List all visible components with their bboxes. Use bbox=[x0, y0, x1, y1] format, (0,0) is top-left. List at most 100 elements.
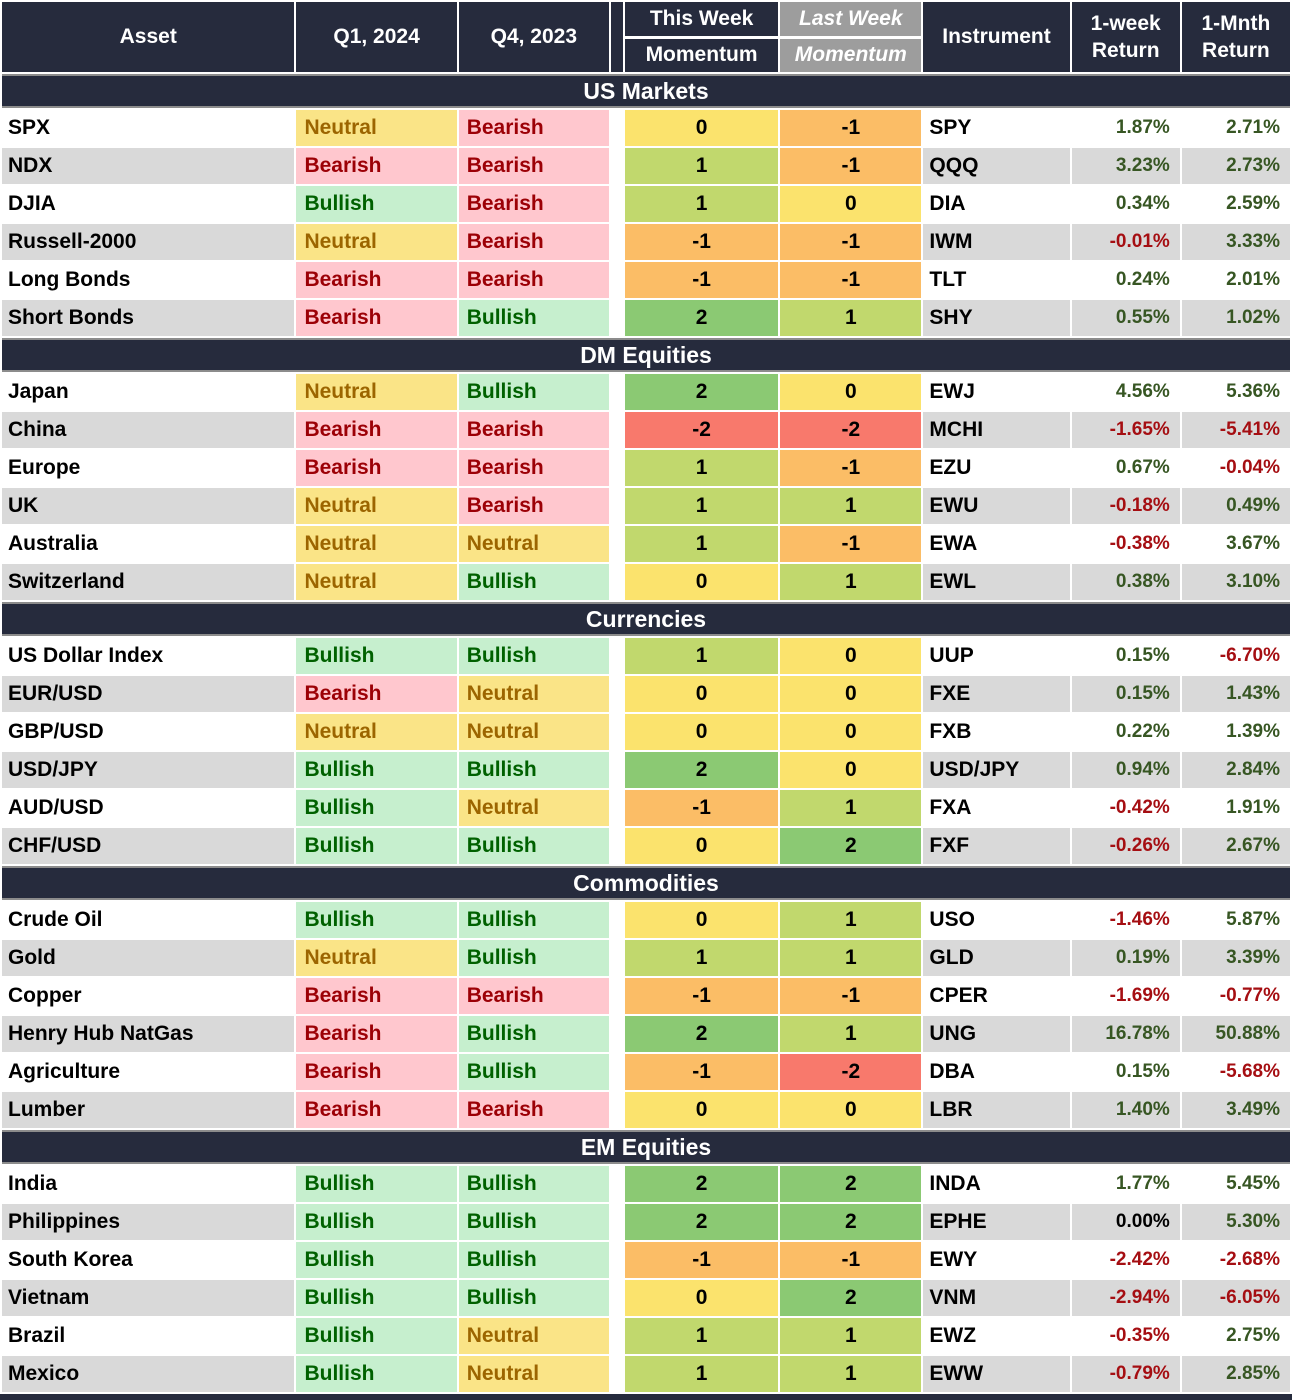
asset-cell: Gold bbox=[2, 940, 295, 976]
q1-rating-cell: Bullish bbox=[296, 902, 457, 938]
instrument-cell: SHY bbox=[923, 300, 1070, 336]
week-return-cell: 0.34% bbox=[1071, 186, 1180, 222]
q4-rating-cell: Bearish bbox=[458, 186, 609, 222]
column-divider bbox=[610, 374, 623, 410]
column-divider bbox=[610, 262, 623, 298]
section-header: US Markets bbox=[2, 74, 1290, 108]
col-this-week-momentum: This Week Momentum bbox=[624, 2, 779, 72]
asset-cell: Philippines bbox=[2, 1204, 295, 1240]
column-divider bbox=[610, 488, 623, 524]
q1-rating-cell: Bearish bbox=[296, 676, 457, 712]
q4-rating-cell: Bullish bbox=[458, 940, 609, 976]
instrument-cell: LBR bbox=[923, 1092, 1070, 1128]
last-week-momentum-cell: -1 bbox=[780, 450, 922, 486]
column-divider bbox=[610, 1280, 623, 1316]
table-body: US Markets SPX Neutral Bearish 0 -1 SPY 1.87% 2.… bbox=[2, 74, 1290, 1392]
table-row: DJIA Bullish Bearish 1 0 DIA 0.34% 2.59% bbox=[2, 186, 1290, 222]
month-return-cell: 2.59% bbox=[1181, 186, 1290, 222]
asset-cell: Russell-2000 bbox=[2, 224, 295, 260]
month-return-cell: -0.77% bbox=[1181, 978, 1290, 1014]
asset-cell: Short Bonds bbox=[2, 300, 295, 336]
this-week-momentum-cell: -1 bbox=[624, 1242, 779, 1278]
week-return-cell: 0.22% bbox=[1071, 714, 1180, 750]
column-divider bbox=[610, 1092, 623, 1128]
q1-rating-cell: Bullish bbox=[296, 1242, 457, 1278]
this-week-momentum-cell: 0 bbox=[624, 676, 779, 712]
instrument-cell: IWM bbox=[923, 224, 1070, 260]
this-week-momentum-cell: 0 bbox=[624, 110, 779, 146]
q1-rating-cell: Bearish bbox=[296, 148, 457, 184]
last-week-momentum-cell: 0 bbox=[780, 638, 922, 674]
q4-rating-cell: Neutral bbox=[458, 676, 609, 712]
instrument-cell: EWJ bbox=[923, 374, 1070, 410]
q1-rating-cell: Bullish bbox=[296, 1204, 457, 1240]
section-band-row: Commodities bbox=[2, 866, 1290, 900]
instrument-cell: USO bbox=[923, 902, 1070, 938]
instrument-cell: EWU bbox=[923, 488, 1070, 524]
instrument-cell: EPHE bbox=[923, 1204, 1070, 1240]
column-divider bbox=[610, 1204, 623, 1240]
q1-rating-cell: Neutral bbox=[296, 488, 457, 524]
this-week-momentum-cell: 0 bbox=[624, 1280, 779, 1316]
table-row: India Bullish Bullish 2 2 INDA 1.77% 5.45% bbox=[2, 1166, 1290, 1202]
column-divider bbox=[610, 940, 623, 976]
q4-rating-cell: Bearish bbox=[458, 978, 609, 1014]
this-week-momentum-cell: 1 bbox=[624, 1356, 779, 1392]
asset-cell: AUD/USD bbox=[2, 790, 295, 826]
column-divider bbox=[610, 186, 623, 222]
q1-rating-cell: Neutral bbox=[296, 940, 457, 976]
week-return-cell: -0.79% bbox=[1071, 1356, 1180, 1392]
week-return-cell: 1.77% bbox=[1071, 1166, 1180, 1202]
q1-rating-cell: Neutral bbox=[296, 526, 457, 562]
this-week-momentum-cell: -1 bbox=[624, 1054, 779, 1090]
column-divider bbox=[610, 714, 623, 750]
month-return-cell: 3.33% bbox=[1181, 224, 1290, 260]
table-row: NDX Bearish Bearish 1 -1 QQQ 3.23% 2.73% bbox=[2, 148, 1290, 184]
asset-cell: USD/JPY bbox=[2, 752, 295, 788]
header-row: Asset Q1, 2024 Q4, 2023 This Week Moment… bbox=[2, 2, 1290, 72]
last-week-momentum-cell: -2 bbox=[780, 1054, 922, 1090]
week-return-cell: 4.56% bbox=[1071, 374, 1180, 410]
table-row: Lumber Bearish Bearish 0 0 LBR 1.40% 3.49% bbox=[2, 1092, 1290, 1128]
q4-rating-cell: Neutral bbox=[458, 1356, 609, 1392]
q4-rating-cell: Bearish bbox=[458, 1092, 609, 1128]
last-week-momentum-cell: 1 bbox=[780, 1016, 922, 1052]
asset-cell: NDX bbox=[2, 148, 295, 184]
column-divider bbox=[610, 1166, 623, 1202]
last-week-momentum-cell: -1 bbox=[780, 978, 922, 1014]
this-week-momentum-cell: 1 bbox=[624, 526, 779, 562]
bottom-border bbox=[0, 1394, 1292, 1400]
month-return-cell: 0.49% bbox=[1181, 488, 1290, 524]
q1-rating-cell: Bullish bbox=[296, 752, 457, 788]
instrument-cell: EWZ bbox=[923, 1318, 1070, 1354]
column-divider bbox=[610, 1242, 623, 1278]
month-return-cell: 5.87% bbox=[1181, 902, 1290, 938]
instrument-cell: INDA bbox=[923, 1166, 1070, 1202]
this-week-momentum-cell: -1 bbox=[624, 790, 779, 826]
table-row: AUD/USD Bullish Neutral -1 1 FXA -0.42% 1.91% bbox=[2, 790, 1290, 826]
week-return-cell: 0.38% bbox=[1071, 564, 1180, 600]
this-week-momentum-cell: 2 bbox=[624, 1166, 779, 1202]
week-return-cell: 0.24% bbox=[1071, 262, 1180, 298]
asset-cell: Copper bbox=[2, 978, 295, 1014]
q1-rating-cell: Bullish bbox=[296, 790, 457, 826]
header-divider bbox=[610, 2, 623, 72]
q1-rating-cell: Bearish bbox=[296, 1092, 457, 1128]
q4-rating-cell: Bearish bbox=[458, 262, 609, 298]
column-divider bbox=[610, 412, 623, 448]
col-1-mnth-return: 1-Mnth Return bbox=[1181, 2, 1290, 72]
instrument-cell: GLD bbox=[923, 940, 1070, 976]
q4-rating-cell: Bullish bbox=[458, 752, 609, 788]
q1-rating-cell: Neutral bbox=[296, 224, 457, 260]
this-week-momentum-cell: 0 bbox=[624, 828, 779, 864]
q4-rating-cell: Bullish bbox=[458, 374, 609, 410]
last-week-momentum-cell: -1 bbox=[780, 148, 922, 184]
q1-rating-cell: Bullish bbox=[296, 1356, 457, 1392]
last-week-momentum-cell: 1 bbox=[780, 940, 922, 976]
week-return-cell: 0.55% bbox=[1071, 300, 1180, 336]
q1-rating-cell: Bearish bbox=[296, 1054, 457, 1090]
this-week-momentum-cell: -2 bbox=[624, 412, 779, 448]
last-week-momentum-cell: 1 bbox=[780, 564, 922, 600]
asset-cell: SPX bbox=[2, 110, 295, 146]
asset-cell: Switzerland bbox=[2, 564, 295, 600]
